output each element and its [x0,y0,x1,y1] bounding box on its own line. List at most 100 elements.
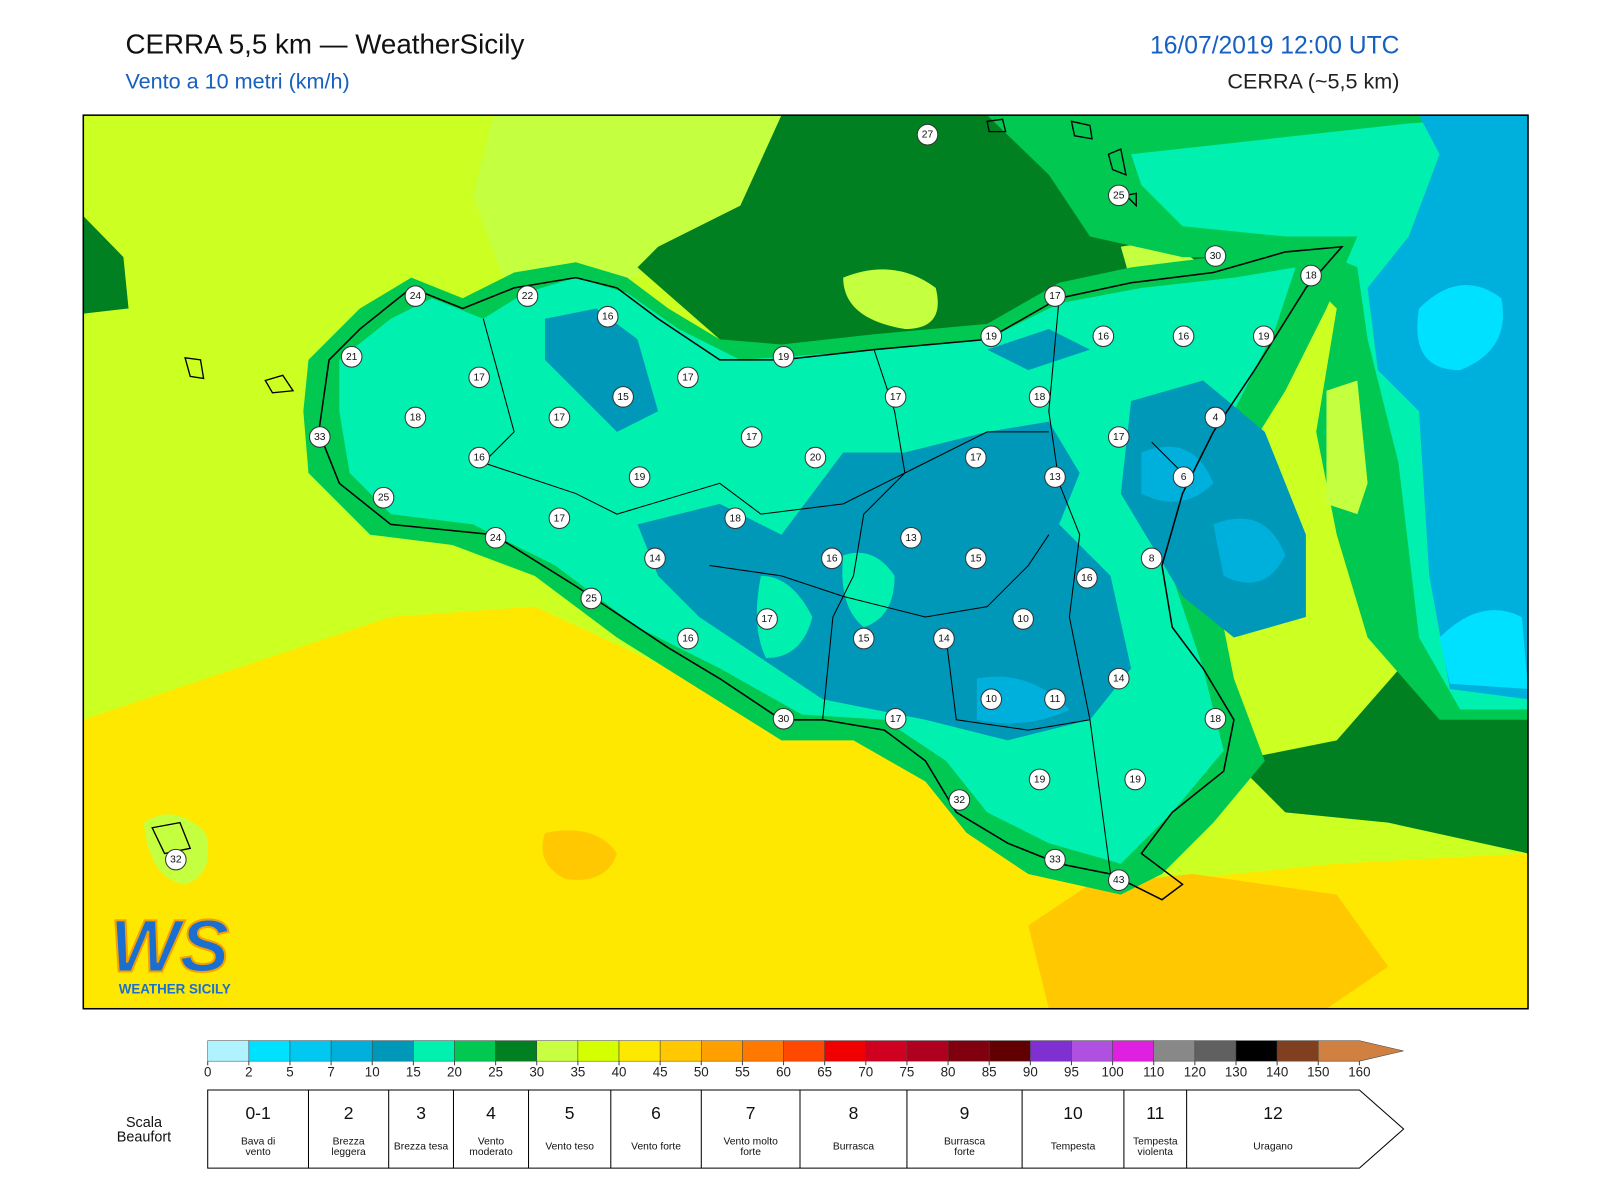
station-marker [772,346,795,368]
station-value: 25 [586,593,598,604]
station: 16 [468,446,490,469]
station-marker [372,486,395,509]
beaufort-desc-box: Burrasca forte [944,1137,985,1158]
station-value: 14 [649,553,661,564]
beaufort-desc-box: Brezza leggera [331,1137,365,1158]
tick-label: 60 [776,1065,791,1080]
station-marker [404,406,427,429]
station: 15 [852,627,875,650]
station-marker [1107,184,1130,207]
station-marker [612,386,634,408]
station-marker [852,627,875,650]
tick-label: 45 [653,1065,668,1080]
station-value: 16 [1098,331,1110,342]
station-marker [468,446,490,469]
beaufort-force: 3 [416,1103,426,1123]
station-marker [1044,285,1066,307]
station-marker [980,325,1003,348]
station-marker [1107,426,1130,448]
colorbar-segment [659,1040,702,1062]
colorbar-segment [454,1040,496,1062]
station: 19 [772,346,795,368]
zone [83,215,129,314]
station-value: 32 [170,855,182,866]
station-marker [724,507,747,530]
station: 16 [596,305,619,328]
zone [83,781,679,1009]
colorbar: 0 2 5 7 10 15 20 25 30 35 40 45 50 55 60 65 70 75 80 85 90 95… [204,1040,1404,1080]
station: 33 [1044,848,1066,871]
colorbar-segment [824,1040,867,1062]
station: 17 [756,608,778,630]
station: 17 [740,426,763,448]
tick-label: 7 [327,1065,334,1080]
station: 14 [1107,667,1130,690]
station-marker [1044,848,1066,871]
map-frame [82,114,1529,1010]
beaufort-force: 8 [849,1103,859,1123]
station-marker [756,608,778,630]
beaufort-desc: Uragano [1253,1141,1293,1153]
station: 16 [677,627,699,650]
station-marker [404,285,427,307]
station: 43 [1107,869,1130,892]
beaufort-force: 7 [746,1103,756,1123]
station-marker [1107,667,1130,690]
station-value: 18 [1210,714,1222,725]
station-marker [965,547,987,570]
tick-label: 15 [406,1065,421,1080]
station: 18 [404,406,427,429]
beaufort-force: 10 [1063,1103,1083,1123]
station-value: 13 [1049,472,1061,483]
beaufort-desc: Bava di vento [240,1136,276,1158]
beaufort-desc: Burrasca [832,1141,875,1153]
station-marker [596,305,619,328]
station-value: 17 [890,714,902,725]
zone-orange [542,830,1389,1009]
station-marker [1012,608,1034,630]
colorbar-segment [865,1040,908,1062]
station-value: 22 [522,291,534,302]
station: 16 [1092,325,1115,348]
station-marker [1124,768,1147,791]
station: 17 [884,707,907,730]
station-marker [740,426,763,448]
station-value: 10 [986,694,998,705]
station-value: 15 [858,634,870,645]
station: 19 [1252,325,1275,348]
beaufort-desc: Vento teso [545,1141,594,1153]
beaufort-desc-box: Bava di vento [240,1136,276,1158]
station-value: 16 [682,634,694,645]
tick-label: 150 [1307,1065,1329,1080]
tick-label: 40 [612,1065,627,1080]
station: 19 [628,466,651,488]
station: 14 [644,547,666,570]
tick-label: 110 [1143,1065,1164,1080]
beaufort-label-box: Scala Beaufort [117,1115,171,1144]
station-value: 19 [634,472,646,483]
station: 10 [980,688,1003,711]
colorbar-segment [1153,1040,1196,1062]
station-value: 19 [1258,331,1270,342]
station: 17 [548,507,571,530]
tick-label: 50 [694,1065,709,1080]
station-value: 19 [986,331,998,342]
model: CERRA (~5,5 km) [1227,68,1399,93]
tick-label: 95 [1064,1065,1079,1080]
beaufort-frame [207,1089,1405,1169]
beaufort-desc: Tempesta violenta [1132,1136,1178,1158]
tick-label: 5 [286,1065,293,1080]
station: 19 [1124,768,1147,791]
beaufort-force: 9 [960,1103,970,1123]
station-marker [484,526,507,549]
station-value: 21 [346,352,358,363]
station-marker [1044,466,1066,488]
station: 15 [612,386,634,408]
station: 17 [468,366,490,389]
tick-label: 130 [1225,1065,1247,1080]
beaufort-desc-box: Burrasca [832,1141,875,1153]
beaufort-force: 2 [344,1103,354,1123]
tick-label: 160 [1348,1065,1370,1080]
island [151,118,1137,855]
